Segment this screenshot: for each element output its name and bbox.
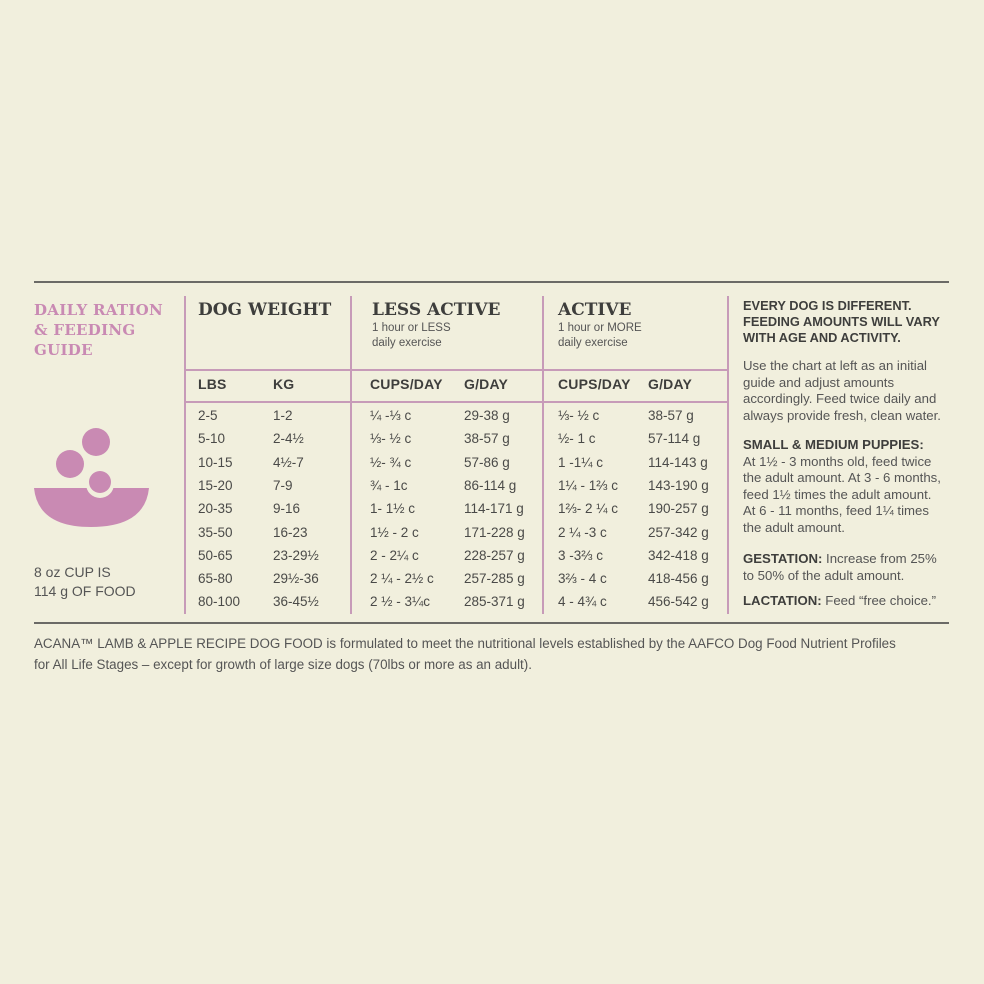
table-row: 50-65 23-29½ 2 - 2¼ c 228-257 g 3 -3⅔ c 342-4…	[0, 544, 984, 567]
table-cell: 2-5	[198, 408, 218, 423]
puppies-label: SMALL & MEDIUM PUPPIES:	[743, 437, 924, 452]
table-cell: 15-20	[198, 477, 233, 493]
table-cell: 38-57 g	[464, 431, 510, 447]
table-cell: 190-257 g	[648, 501, 709, 517]
table-cell: 1- 1½ c	[370, 501, 416, 517]
table-row: 35-50 16-23 1½ - 2 c 171-228 g 2 ¼ -3 c 257-3…	[0, 521, 984, 544]
table-cell: 3 -3⅔ c	[558, 547, 604, 563]
lactation-label: LACTATION:	[743, 593, 822, 608]
table-cell: 20-35	[198, 501, 233, 517]
col-kg: KG	[273, 376, 295, 392]
table-cell: 38-57 g	[648, 408, 694, 423]
header-divider-top	[184, 369, 729, 371]
table-cell: 228-257 g	[464, 547, 525, 563]
less-active-subtitle: 1 hour or LESS daily exercise	[372, 322, 451, 349]
col-less-grams: G/DAY	[464, 376, 509, 392]
table-cell: 10-15	[198, 454, 233, 470]
table-cell: 1-2	[273, 408, 293, 423]
col-lbs: LBS	[198, 376, 227, 392]
table-cell: 29-38 g	[464, 408, 510, 423]
table-cell: 7-9	[273, 477, 293, 493]
table-cell: 114-143 g	[648, 454, 708, 470]
guide-title: DAILY RATION & FEEDING GUIDE	[34, 301, 164, 359]
divider-mid-2	[542, 296, 544, 614]
table-cell: 5-10	[198, 431, 226, 447]
top-rule	[34, 281, 949, 283]
table-cell: ½- 1 c	[558, 431, 596, 447]
table-cell: 2 ¼ - 2½ c	[370, 571, 434, 587]
table-row: 2-5 1-2 ¼ -⅓ c 29-38 g ⅓- ½ c 38-57 g	[0, 404, 984, 427]
table-cell: 1 -1¼ c	[558, 454, 604, 470]
table-cell: 257-285 g	[464, 571, 525, 587]
table-cell: ½- ¾ c	[370, 454, 412, 470]
footer-statement: ACANA™ LAMB & APPLE RECIPE DOG FOOD is f…	[34, 636, 896, 672]
bottom-rule	[34, 622, 949, 624]
divider-right	[727, 296, 729, 614]
table-cell: 456-542 g	[648, 594, 709, 610]
table-cell: 114-171 g	[464, 501, 524, 517]
table-cell: 1¼ - 1⅔ c	[558, 477, 619, 493]
gestation-section: GESTATION: Increase from 25% to 50% of t…	[743, 551, 937, 583]
table-cell: 86-114 g	[464, 477, 517, 493]
table-cell: 4 - 4¾ c	[558, 594, 607, 610]
table-cell: 4½-7	[273, 454, 304, 470]
feeding-table: 2-5 1-2 ¼ -⅓ c 29-38 g ⅓- ½ c 38-57 g 5-10 2-4½…	[0, 404, 984, 616]
active-subtitle: 1 hour or MORE daily exercise	[558, 322, 642, 349]
table-cell: 65-80	[198, 571, 233, 587]
intro-text: Use the chart at left as an initial guid…	[743, 358, 941, 423]
cup-note: 8 oz CUP IS 114 g OF FOOD	[34, 564, 136, 599]
less-active-title: LESS ACTIVE	[372, 300, 501, 320]
lactation-section: LACTATION: Feed “free choice.”	[743, 593, 936, 608]
right-heading: EVERY DOG IS DIFFERENT. FEEDING AMOUNTS …	[743, 298, 940, 345]
puppies-section: SMALL & MEDIUM PUPPIES: At 1½ - 3 months…	[743, 437, 941, 535]
table-cell: 2-4½	[273, 431, 304, 447]
table-cell: 29½-36	[273, 571, 319, 587]
table-cell: 2 - 2¼ c	[370, 547, 419, 563]
table-cell: 50-65	[198, 547, 233, 563]
table-cell: 418-456 g	[648, 571, 709, 587]
gestation-label: GESTATION:	[743, 551, 823, 566]
table-cell: 285-371 g	[464, 594, 525, 610]
table-row: 5-10 2-4½ ⅓- ½ c 38-57 g ½- 1 c 57-114 g	[0, 427, 984, 450]
table-cell: ¾ - 1c	[370, 477, 408, 493]
table-cell: 80-100	[198, 594, 241, 610]
table-row: 80-100 36-45½ 2 ½ - 3¼c 285-371 g 4 - 4¾ c 45…	[0, 590, 984, 613]
table-row: 15-20 7-9 ¾ - 1c 86-114 g 1¼ - 1⅔ c 143-190 g	[0, 474, 984, 497]
table-cell: 9-16	[273, 501, 301, 517]
table-row: 20-35 9-16 1- 1½ c 114-171 g 1⅔- 2 ¼ c 190-25…	[0, 497, 984, 520]
divider-left	[184, 296, 186, 614]
table-cell: 257-342 g	[648, 524, 709, 540]
table-cell: 2 ¼ -3 c	[558, 524, 607, 540]
active-title: ACTIVE	[558, 300, 632, 320]
dog-weight-title: DOG WEIGHT	[198, 300, 332, 320]
table-cell: 3⅔ - 4 c	[558, 571, 607, 587]
table-cell: 1⅔- 2 ¼ c	[558, 501, 619, 517]
table-cell: 143-190 g	[648, 477, 709, 493]
header-divider-bottom	[184, 401, 729, 403]
col-active-cups: CUPS/DAY	[558, 376, 631, 392]
table-cell: 342-418 g	[648, 547, 709, 563]
col-active-grams: G/DAY	[648, 376, 693, 392]
table-cell: 1½ - 2 c	[370, 524, 419, 540]
table-cell: 57-114 g	[648, 431, 701, 447]
table-cell: 36-45½	[273, 594, 319, 610]
table-cell: ¼ -⅓ c	[370, 408, 412, 423]
table-cell: 23-29½	[273, 547, 319, 563]
table-row: 65-80 29½-36 2 ¼ - 2½ c 257-285 g 3⅔ - 4 c 41…	[0, 567, 984, 590]
table-cell: 2 ½ - 3¼c	[370, 594, 431, 610]
table-cell: 16-23	[273, 524, 308, 540]
table-cell: ⅓- ½ c	[558, 408, 600, 423]
table-row: 10-15 4½-7 ½- ¾ c 57-86 g 1 -1¼ c 114-143 g	[0, 451, 984, 474]
divider-mid-1	[350, 296, 352, 614]
col-less-cups: CUPS/DAY	[370, 376, 443, 392]
table-cell: ⅓- ½ c	[370, 431, 412, 447]
table-cell: 57-86 g	[464, 454, 510, 470]
table-cell: 171-228 g	[464, 524, 525, 540]
food-bowl-icon	[34, 428, 149, 527]
table-cell: 35-50	[198, 524, 233, 540]
